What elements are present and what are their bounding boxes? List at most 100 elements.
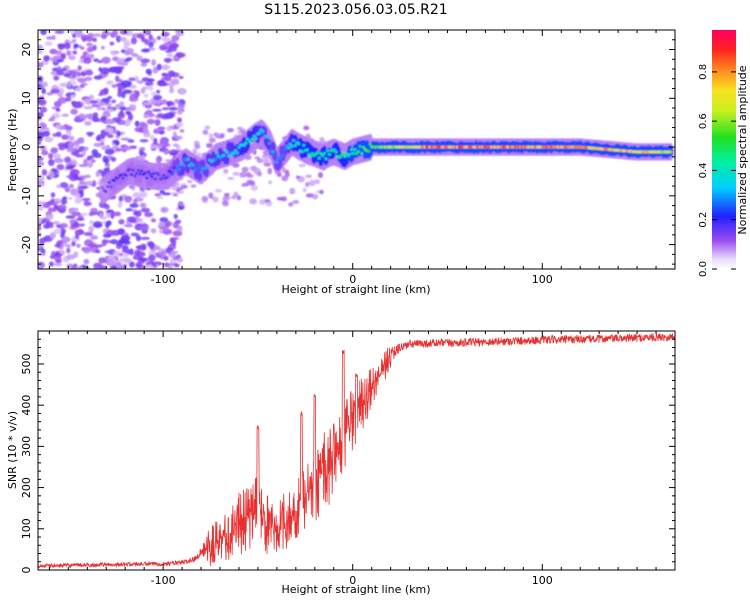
spectrogram-noise-cell — [149, 144, 159, 150]
spectrogram-noise-cell — [92, 37, 97, 42]
spectrogram-noise-cell — [179, 129, 185, 133]
spectrogram-noise-cell — [177, 117, 182, 123]
snr-ytick-label: 500 — [20, 353, 33, 374]
spectrogram-noise-cell — [69, 183, 75, 189]
spectrogram-noise-cell — [173, 193, 178, 197]
spectrogram-noise-cell — [38, 112, 44, 118]
spectrogram-noise-cell — [87, 133, 93, 137]
spectrogram-noise-cell — [94, 249, 101, 254]
spectrogram-noise-cell — [51, 35, 56, 41]
spectrogram-cell — [300, 150, 304, 154]
spectrogram-cell — [107, 181, 111, 184]
spectrogram-noise-cell — [134, 75, 139, 83]
spectrogram-noise-cell — [177, 103, 185, 110]
snr-plot-area — [38, 331, 675, 570]
spectrogram-noise-cell — [87, 161, 94, 168]
spectrogram-noise-cell — [118, 265, 125, 269]
spectrogram-cell — [180, 164, 186, 176]
spectrogram-noise-cell — [41, 88, 46, 95]
colorbar-tick-label: 0.8 — [698, 64, 709, 80]
spectrogram-noise-cell — [61, 236, 71, 243]
spectrogram-noise-cell — [97, 60, 103, 64]
spectrogram-noise-cell — [81, 149, 87, 157]
spectrogram-noise-cell — [104, 127, 114, 133]
spectrogram-noise-cell — [220, 133, 225, 139]
spectrogram-noise-cell — [137, 80, 144, 84]
spectrogram-noise-cell — [215, 133, 221, 137]
spectrogram-noise-cell — [160, 206, 169, 214]
spectrogram-noise-cell — [78, 228, 83, 235]
spectrogram-noise-cell — [123, 257, 132, 264]
spectrogram-noise-cell — [160, 46, 170, 50]
spectrogram-noise-cell — [49, 261, 54, 267]
spectrogram-cell — [160, 176, 164, 180]
spectrogram-noise-cell — [161, 77, 169, 80]
spectrogram-noise-cell — [222, 196, 231, 201]
spectrogram-noise-cell — [168, 149, 179, 156]
spectrogram-cell — [317, 156, 321, 160]
spectrogram-noise-cell — [134, 93, 140, 98]
spectrogram-noise-cell — [204, 125, 211, 130]
spectrogram-noise-cell — [84, 121, 92, 126]
spectrogram-cell — [121, 176, 125, 180]
spectrogram-cell — [351, 152, 355, 155]
spectrogram-noise-cell — [174, 98, 180, 104]
spectrogram-noise-cell — [38, 230, 42, 238]
spectrogram-noise-cell — [157, 113, 164, 118]
spectrogram-noise-cell — [66, 81, 72, 88]
spectrogram-noise-cell — [98, 93, 103, 97]
spectrogram-noise-cell — [50, 115, 56, 122]
spectrogram-cell — [249, 141, 253, 144]
spectrogram-cell — [309, 154, 313, 157]
spectrogram-noise-cell — [232, 171, 240, 177]
spectrogram-noise-cell — [71, 240, 76, 247]
spectrogram-noise-cell — [151, 59, 157, 66]
spectrogram-noise-cell — [139, 202, 147, 208]
spectrogram-cell — [344, 152, 349, 156]
spectrogram-noise-cell — [285, 172, 290, 178]
spectrogram-noise-cell — [57, 66, 62, 71]
spectrogram-noise-cell — [246, 174, 254, 178]
spectrogram-cell — [109, 185, 113, 189]
spectrogram-noise-cell — [57, 204, 67, 210]
spectrogram-cell — [192, 168, 197, 172]
spectrogram-noise-cell — [132, 198, 138, 204]
spectrogram-noise-cell — [223, 192, 230, 198]
spectrogram-noise-cell — [54, 243, 62, 248]
spectrogram-noise-cell — [128, 104, 137, 112]
spectrogram-noise-cell — [78, 113, 85, 119]
spectrogram-cell — [283, 148, 287, 151]
spectrogram-cell — [177, 168, 181, 171]
spectrogram-noise-cell — [114, 140, 120, 146]
spectrogram-noise-cell — [97, 101, 107, 107]
spectrogram-noise-cell — [261, 154, 270, 159]
spectrogram-cell — [138, 172, 142, 176]
spectrogram-noise-cell — [65, 215, 76, 219]
spectrogram-noise-cell — [40, 30, 47, 36]
spectrogram-cell — [297, 142, 301, 146]
spectrogram-noise-cell — [139, 139, 149, 143]
spectrogram-noise-cell — [143, 93, 149, 98]
spectrogram-noise-cell — [223, 168, 229, 174]
snr-ytick-label: 300 — [20, 436, 33, 457]
spectrogram-noise-cell — [75, 31, 82, 38]
spectrogram-noise-cell — [237, 126, 243, 131]
spectrogram-noise-cell — [140, 236, 151, 241]
spectrogram-cell — [368, 143, 372, 147]
spectrogram-noise-cell — [80, 82, 88, 86]
spectrogram-noise-cell — [254, 156, 261, 160]
spectrogram-noise-cell — [90, 207, 98, 213]
spectrogram-noise-cell — [124, 51, 131, 56]
spectrogram-noise-cell — [140, 243, 147, 251]
spectrogram-noise-cell — [172, 130, 177, 138]
spectrogram-xtick-label: 100 — [532, 273, 553, 286]
spectrogram-noise-cell — [109, 41, 115, 46]
spectrogram-noise-cell — [38, 160, 45, 167]
spectrogram-noise-cell — [140, 62, 148, 67]
spectrogram-cell — [157, 173, 161, 177]
spectrogram-noise-cell — [80, 70, 86, 77]
spectrogram-noise-cell — [298, 163, 306, 168]
spectrogram-noise-cell — [159, 217, 169, 223]
spectrogram-noise-cell — [157, 126, 166, 131]
